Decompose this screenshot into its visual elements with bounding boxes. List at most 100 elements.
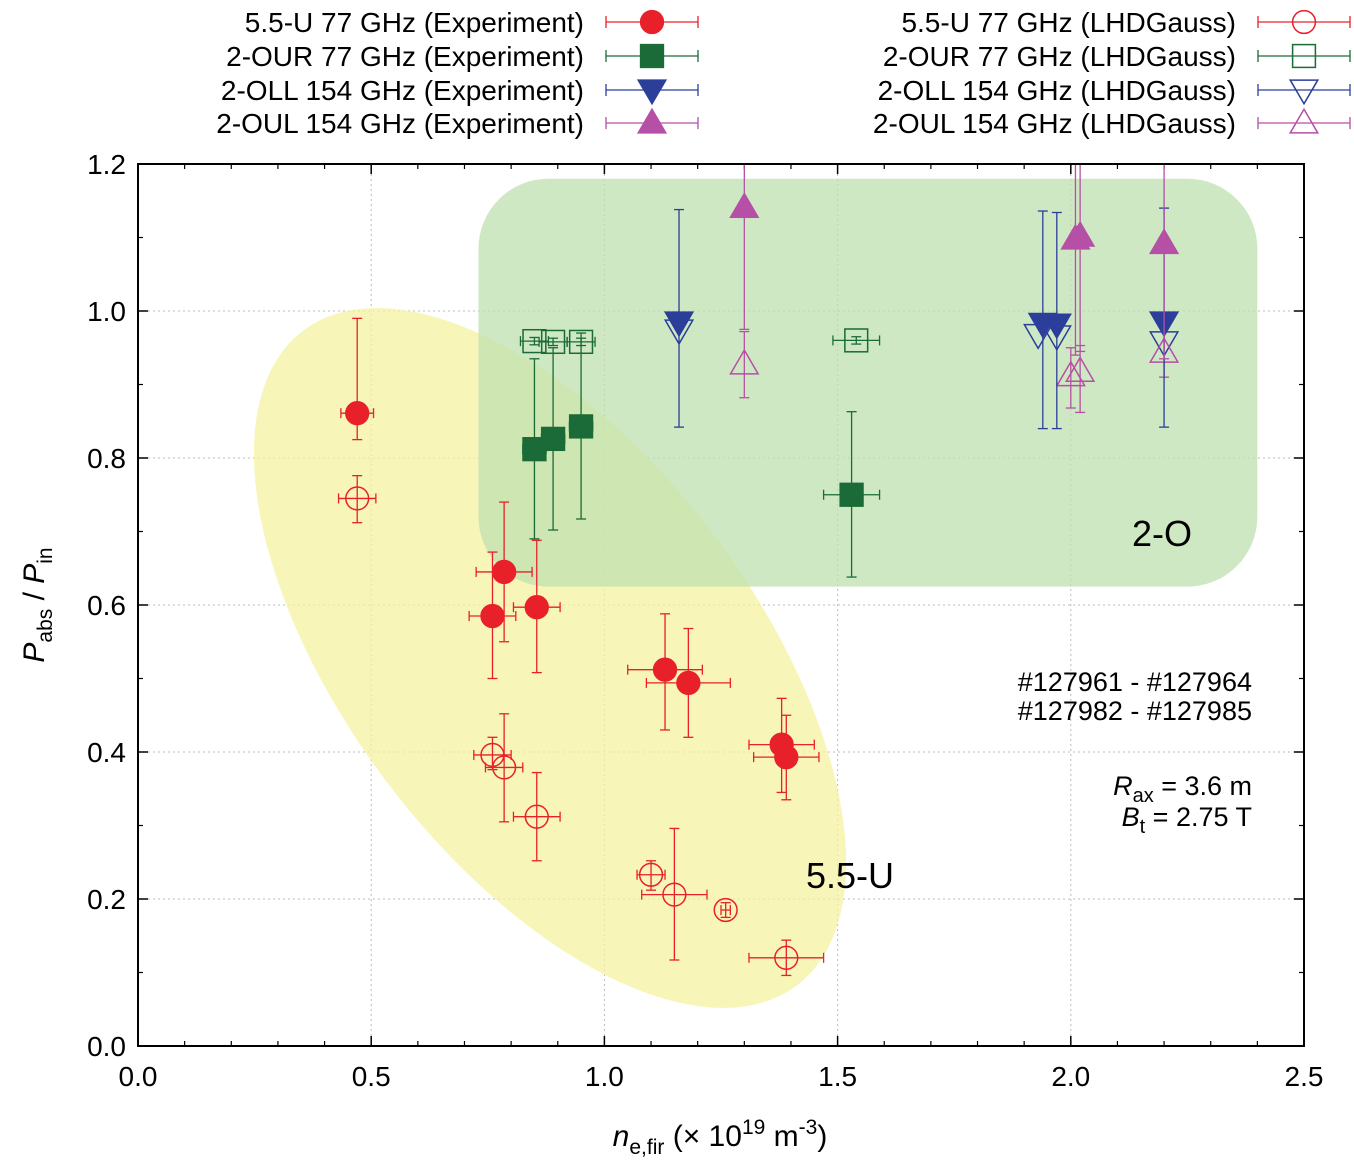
x-axis-title: ne,fir (× 1019 m-3): [613, 1116, 828, 1159]
data-point: [729, 330, 760, 399]
legend-item: 2-OLL 154 GHz (Experiment): [221, 75, 699, 106]
data-point: [713, 897, 738, 923]
triangle-down-marker: [1288, 79, 1320, 106]
bt-value: = 2.75 T: [1145, 802, 1252, 832]
data-point: [340, 317, 375, 441]
y-axis-title: Pabs / Pin: [18, 547, 57, 662]
circle-marker: [638, 862, 664, 887]
circle-marker: [524, 804, 549, 829]
legend-label: 2-OUR 77 GHz (LHDGauss): [883, 41, 1236, 72]
legend-label: 5.5-U 77 GHz (Experiment): [245, 7, 584, 38]
triangle-up-marker: [1148, 228, 1180, 255]
rax-annotation: Rax = 3.6 m: [1113, 771, 1252, 807]
triangle-up-marker: [1065, 355, 1096, 382]
triangle-up-marker: [1055, 360, 1086, 387]
data-point: [519, 328, 550, 354]
data-point: [729, 163, 760, 331]
square-marker: [844, 328, 869, 353]
circle-marker: [639, 9, 665, 35]
x-tick-label: 0.5: [352, 1061, 391, 1092]
square-marker: [540, 426, 566, 452]
legend-label: 2-OLL 154 GHz (Experiment): [221, 75, 584, 106]
series-2-our-77-ghz-lhdgauss: [519, 328, 881, 355]
rax-subscript: ax: [1133, 785, 1154, 807]
legend-item: 2-OUL 154 GHz (Experiment): [216, 107, 699, 139]
square-marker: [568, 414, 594, 439]
bt-subscript: t: [1140, 816, 1146, 838]
circle-marker: [676, 670, 701, 696]
series-5-5-u-77-ghz-experiment: [340, 317, 820, 801]
data-point: [752, 714, 820, 801]
data-point: [512, 771, 561, 862]
data-point: [641, 827, 708, 961]
legend: 5.5-U 77 GHz (Experiment)2-OUR 77 GHz (E…: [216, 7, 1351, 139]
region-label-5-5-u: 5.5-U: [806, 855, 894, 896]
circle-marker: [491, 755, 517, 780]
data-point: [512, 539, 561, 674]
data-point: [540, 347, 566, 531]
y-tick-label: 1.2: [87, 149, 126, 180]
series-2-our-77-ghz-experiment: [522, 332, 881, 578]
data-point: [1055, 347, 1086, 409]
data-point: [663, 208, 695, 428]
y-tick-label: 0.2: [87, 884, 126, 915]
triangle-up-marker: [1065, 220, 1096, 247]
y-tick-label: 0.8: [87, 443, 126, 474]
square-marker: [839, 482, 864, 507]
legend-label: 2-OLL 154 GHz (LHDGauss): [878, 75, 1236, 106]
legend-label: 5.5-U 77 GHz (LHDGauss): [901, 7, 1236, 38]
plot-frame: [137, 163, 1305, 1047]
triangle-up-marker: [636, 107, 668, 134]
legend-label: 2-OUR 77 GHz (Experiment): [226, 41, 584, 72]
square-marker: [1291, 43, 1317, 69]
region-2-o: [478, 178, 1258, 587]
circle-marker: [713, 897, 738, 923]
y-tick-label: 0.0: [87, 1031, 126, 1062]
triangle-down-marker: [1041, 313, 1072, 340]
bt-annotation: Bt = 2.75 T: [1122, 802, 1252, 838]
circle-marker: [774, 744, 799, 770]
circle-marker: [662, 882, 687, 907]
x-tick-label: 2.0: [1051, 1061, 1090, 1092]
triangle-up-marker: [729, 348, 760, 375]
circle-marker: [652, 657, 678, 682]
circle-marker: [1291, 9, 1317, 35]
data-series: [337, 163, 1180, 977]
data-point: [822, 411, 881, 578]
region-label-2-o: 2-O: [1132, 513, 1192, 554]
rax-symbol: R: [1113, 771, 1133, 801]
x-tick-label: 1.5: [818, 1061, 857, 1092]
series-2-oul-154-ghz-lhdgauss: [729, 325, 1180, 414]
square-marker: [639, 43, 665, 69]
circle-marker: [774, 945, 799, 970]
x-tick-label: 1.0: [585, 1061, 624, 1092]
bt-symbol: B: [1122, 802, 1140, 832]
data-point: [627, 613, 703, 731]
legend-label: 2-OUL 154 GHz (Experiment): [216, 108, 584, 139]
data-point: [484, 713, 524, 823]
circle-marker: [345, 401, 370, 426]
data-point: [636, 860, 666, 891]
x-tick-label: 2.5: [1285, 1061, 1324, 1092]
triangle-up-marker: [729, 192, 760, 219]
shots-line-2: #127982 - #127985: [1018, 696, 1252, 726]
circle-marker: [480, 603, 505, 629]
triangle-down-marker: [663, 311, 695, 338]
data-point: [1148, 163, 1180, 360]
circle-marker: [345, 486, 370, 511]
triangle-up-marker: [1288, 107, 1320, 134]
series-5-5-u-77-ghz-lhdgauss: [337, 474, 825, 977]
legend-item: 5.5-U 77 GHz (Experiment): [245, 7, 699, 38]
legend-item: 5.5-U 77 GHz (LHDGauss): [901, 7, 1351, 38]
rax-value: = 3.6 m: [1154, 771, 1252, 801]
axis-ticks: 0.0 0.5 1.0 1.5 2.0 2.5 0.0 0.2 0.4 0.6 0.8 1.0 1.2: [87, 149, 1323, 1092]
data-point: [748, 939, 825, 977]
circle-marker: [524, 595, 549, 620]
data-point: [832, 328, 881, 353]
data-point: [1041, 211, 1072, 430]
legend-item: 2-OUR 77 GHz (Experiment): [226, 41, 699, 72]
y-tick-label: 0.4: [87, 737, 126, 768]
x-tick-label: 0.0: [119, 1061, 158, 1092]
circle-marker: [491, 559, 517, 585]
